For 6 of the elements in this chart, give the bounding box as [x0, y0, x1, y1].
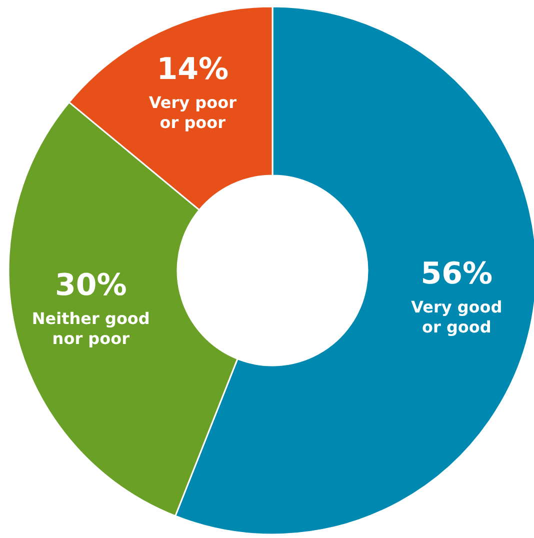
data-label: 30%: [54, 268, 127, 304]
slice-label: Very good or good: [411, 298, 502, 337]
slice-label: Neither good nor poor: [32, 309, 150, 348]
data-label: 14%: [156, 52, 229, 87]
slice-label: Very poor or poor: [148, 92, 237, 132]
data-label: 56%: [420, 256, 493, 292]
